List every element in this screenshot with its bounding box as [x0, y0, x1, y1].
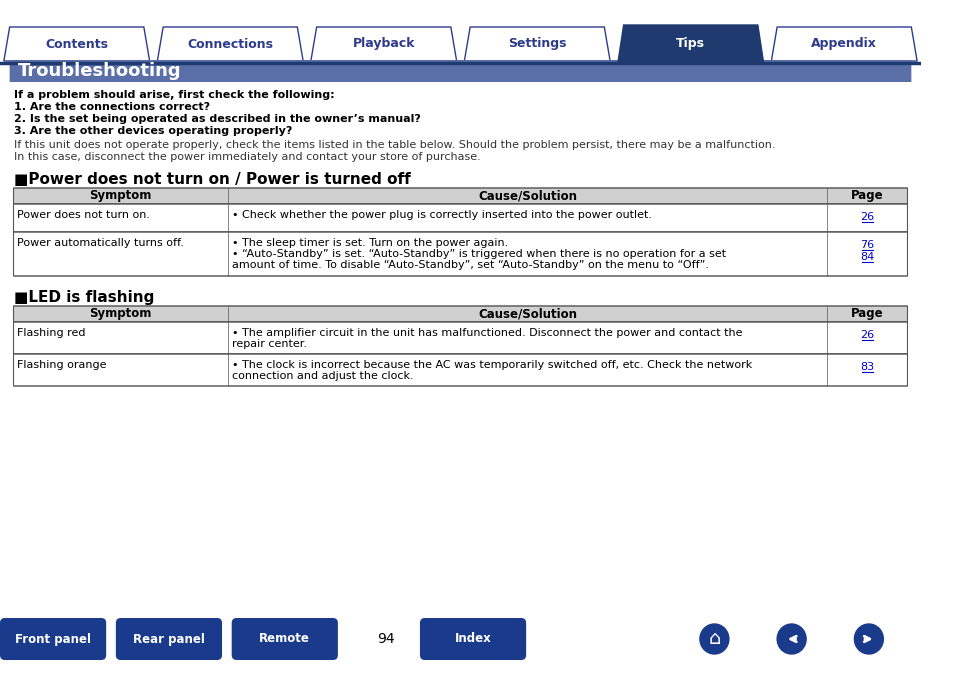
- Text: Flashing red: Flashing red: [17, 328, 86, 338]
- Text: ■Power does not turn on / Power is turned off: ■Power does not turn on / Power is turne…: [13, 172, 410, 187]
- FancyBboxPatch shape: [232, 618, 337, 660]
- Text: 1. Are the connections correct?: 1. Are the connections correct?: [13, 102, 210, 112]
- Circle shape: [854, 624, 882, 654]
- FancyBboxPatch shape: [13, 232, 906, 276]
- Text: repair center.: repair center.: [232, 339, 307, 349]
- Text: 2. Is the set being operated as described in the owner’s manual?: 2. Is the set being operated as describe…: [13, 114, 420, 124]
- FancyBboxPatch shape: [115, 618, 222, 660]
- FancyBboxPatch shape: [13, 306, 906, 322]
- FancyBboxPatch shape: [13, 354, 906, 386]
- Text: Contents: Contents: [45, 38, 108, 50]
- Text: 83: 83: [860, 362, 873, 372]
- Text: ■LED is flashing: ■LED is flashing: [13, 290, 153, 305]
- Text: 84: 84: [860, 252, 874, 262]
- Text: • “Auto-Standby” is set. “Auto-Standby” is triggered when there is no operation : • “Auto-Standby” is set. “Auto-Standby” …: [232, 249, 725, 259]
- Text: If this unit does not operate properly, check the items listed in the table belo: If this unit does not operate properly, …: [13, 140, 774, 150]
- Polygon shape: [311, 27, 456, 61]
- Text: Power automatically turns off.: Power automatically turns off.: [17, 238, 184, 248]
- Text: Troubleshooting: Troubleshooting: [17, 62, 181, 80]
- Text: ⌂: ⌂: [707, 629, 720, 649]
- Text: Playback: Playback: [352, 38, 415, 50]
- Text: Cause/Solution: Cause/Solution: [477, 308, 577, 320]
- FancyBboxPatch shape: [419, 618, 526, 660]
- Text: • Check whether the power plug is correctly inserted into the power outlet.: • Check whether the power plug is correc…: [232, 210, 651, 220]
- FancyBboxPatch shape: [13, 204, 906, 232]
- Text: Page: Page: [850, 190, 882, 203]
- Text: Symptom: Symptom: [90, 308, 152, 320]
- Text: Rear panel: Rear panel: [132, 633, 205, 645]
- Text: Page: Page: [850, 308, 882, 320]
- Polygon shape: [157, 27, 303, 61]
- Text: • The sleep timer is set. Turn on the power again.: • The sleep timer is set. Turn on the po…: [232, 238, 508, 248]
- Text: Settings: Settings: [507, 38, 566, 50]
- Text: Power does not turn on.: Power does not turn on.: [17, 210, 151, 220]
- Circle shape: [777, 624, 805, 654]
- FancyBboxPatch shape: [0, 618, 106, 660]
- Text: Flashing orange: Flashing orange: [17, 360, 107, 370]
- Circle shape: [700, 624, 728, 654]
- Text: 26: 26: [860, 330, 873, 340]
- Polygon shape: [464, 27, 610, 61]
- Polygon shape: [4, 27, 150, 61]
- Text: 94: 94: [377, 632, 395, 646]
- FancyBboxPatch shape: [13, 188, 906, 204]
- FancyBboxPatch shape: [10, 60, 910, 82]
- Text: amount of time. To disable “Auto-Standby”, set “Auto-Standby” on the menu to “Of: amount of time. To disable “Auto-Standby…: [232, 260, 708, 270]
- Text: Front panel: Front panel: [15, 633, 91, 645]
- Text: In this case, disconnect the power immediately and contact your store of purchas: In this case, disconnect the power immed…: [13, 152, 479, 162]
- Text: Symptom: Symptom: [90, 190, 152, 203]
- Polygon shape: [771, 27, 916, 61]
- Text: Appendix: Appendix: [810, 38, 876, 50]
- Text: 76: 76: [860, 240, 873, 250]
- Text: 26: 26: [860, 212, 873, 222]
- Text: 3. Are the other devices operating properly?: 3. Are the other devices operating prope…: [13, 126, 292, 136]
- Text: Connections: Connections: [187, 38, 273, 50]
- Text: • The amplifier circuit in the unit has malfunctioned. Disconnect the power and : • The amplifier circuit in the unit has …: [232, 328, 741, 338]
- Text: Index: Index: [455, 633, 491, 645]
- Text: If a problem should arise, first check the following:: If a problem should arise, first check t…: [13, 90, 334, 100]
- FancyBboxPatch shape: [13, 322, 906, 354]
- Text: • The clock is incorrect because the AC was temporarily switched off, etc. Check: • The clock is incorrect because the AC …: [232, 360, 751, 370]
- Text: Cause/Solution: Cause/Solution: [477, 190, 577, 203]
- Text: connection and adjust the clock.: connection and adjust the clock.: [232, 371, 413, 381]
- Text: Tips: Tips: [676, 38, 704, 50]
- Text: Remote: Remote: [259, 633, 310, 645]
- Polygon shape: [618, 25, 762, 63]
